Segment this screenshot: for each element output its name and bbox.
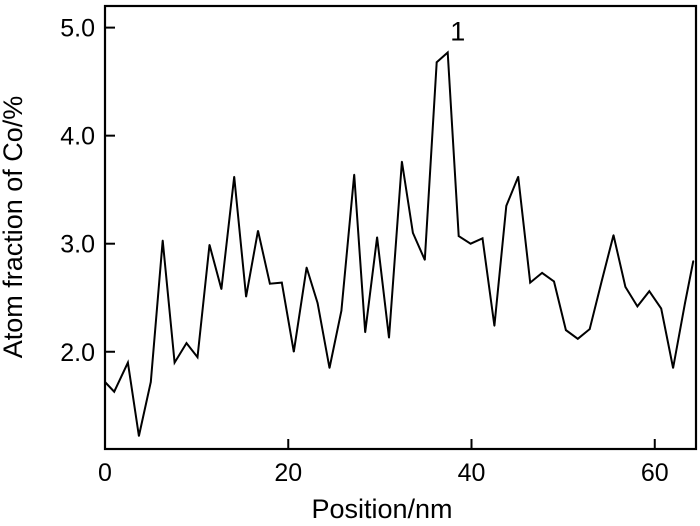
x-axis-label: Position/nm <box>311 494 452 524</box>
x-tick-label: 20 <box>274 459 302 487</box>
data-point <box>233 175 235 178</box>
series-line <box>104 50 695 437</box>
data-point <box>401 160 403 163</box>
data-point <box>316 302 319 304</box>
data-point <box>364 331 367 334</box>
data-point <box>660 307 662 310</box>
y-axis-ticks: 2.0 3.0 4.0 5.0 <box>60 15 115 367</box>
data-point <box>692 260 695 262</box>
data-point <box>553 280 555 283</box>
y-axis-label: Atom fraction of Co/% <box>0 96 28 359</box>
data-point <box>220 288 223 290</box>
data-point <box>376 236 378 239</box>
data-point <box>648 290 651 293</box>
data-point <box>245 295 247 298</box>
plot-frame <box>103 4 698 451</box>
data-point <box>565 329 567 331</box>
x-tick-label: 0 <box>98 459 112 487</box>
x-axis-ticks: 0 20 40 60 <box>98 439 669 487</box>
data-point <box>517 175 520 178</box>
data-point <box>577 337 579 340</box>
data-point <box>435 61 438 63</box>
data-point <box>481 237 484 240</box>
data-point <box>600 280 603 283</box>
data-point <box>208 243 211 246</box>
data-point <box>185 342 188 344</box>
data-point <box>281 281 283 284</box>
data-point <box>412 232 414 234</box>
data-point <box>457 235 460 237</box>
data-point <box>328 367 331 369</box>
data-point <box>257 229 259 232</box>
data-point <box>612 234 615 236</box>
y-tick-label: 3.0 <box>60 231 95 259</box>
data-point <box>636 305 639 308</box>
series-layer <box>104 50 695 437</box>
y-tick-label: 4.0 <box>60 123 95 151</box>
data-point <box>173 361 176 364</box>
data-point <box>127 361 129 364</box>
data-point <box>113 390 115 393</box>
x-tick-label: 40 <box>458 459 486 487</box>
data-point <box>104 381 106 383</box>
data-point <box>505 205 508 207</box>
plot-border <box>103 4 698 451</box>
data-point <box>196 356 199 358</box>
data-point <box>541 272 543 274</box>
data-point <box>138 435 140 437</box>
data-point <box>529 281 531 284</box>
data-point <box>684 302 686 304</box>
data-point <box>340 309 343 312</box>
data-point <box>161 239 164 242</box>
y-tick-label: 5.0 <box>60 15 95 43</box>
data-point <box>353 173 356 176</box>
data-point <box>624 286 627 288</box>
data-point <box>588 328 591 330</box>
annotation-layer: 1 <box>450 17 465 47</box>
data-point <box>446 51 449 54</box>
data-point <box>150 381 152 383</box>
data-point <box>305 266 308 269</box>
data-point <box>388 336 390 339</box>
x-tick-label: 60 <box>641 459 669 487</box>
peak-annotation-label: 1 <box>450 17 465 47</box>
data-point <box>469 242 472 245</box>
data-point <box>269 282 271 285</box>
data-point <box>493 325 496 327</box>
data-point <box>672 367 674 369</box>
data-point <box>423 259 426 261</box>
y-tick-label: 2.0 <box>60 339 95 367</box>
data-point <box>292 350 295 353</box>
